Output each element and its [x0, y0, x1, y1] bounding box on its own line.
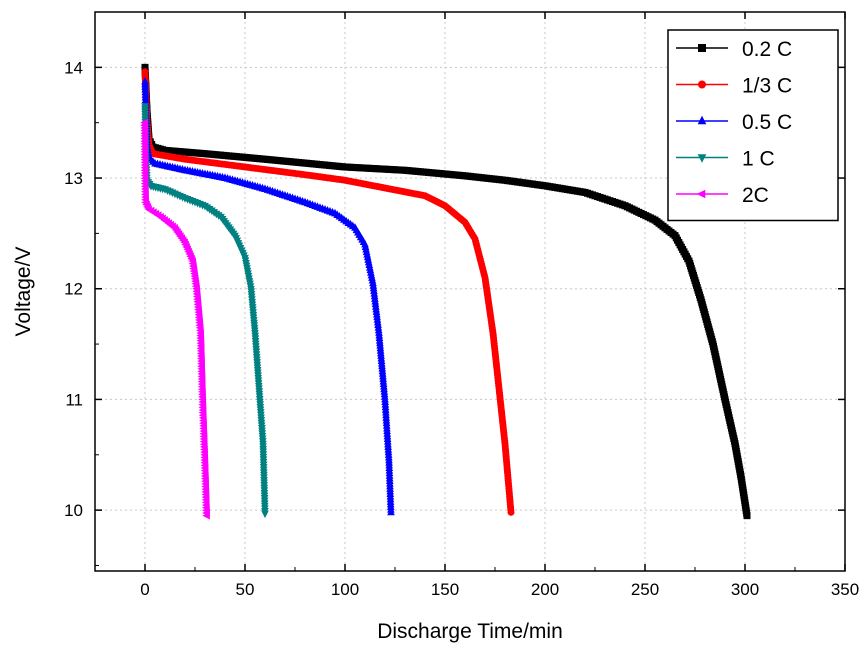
- legend-marker: [697, 154, 707, 163]
- x-tick-label: 0: [140, 580, 149, 599]
- y-tick-label: 14: [64, 58, 83, 77]
- x-tick-label: 250: [631, 580, 659, 599]
- x-axis-title: Discharge Time/min: [377, 620, 563, 643]
- y-axis-title: Voltage/V: [12, 247, 35, 337]
- data-point: [507, 508, 515, 516]
- series-0-5-c: [141, 77, 395, 516]
- x-tick-label: 350: [831, 580, 859, 599]
- x-tick-label: 150: [431, 580, 459, 599]
- legend-marker: [697, 115, 707, 125]
- legend-entry: 0.2 C: [676, 38, 792, 61]
- data-point: [387, 507, 395, 516]
- x-tick-label: 200: [531, 580, 559, 599]
- legend: 0.2 C 1/3 C 0.5 C 1 C 2C: [667, 29, 839, 222]
- series-1-c: [141, 103, 269, 519]
- legend-entry: 1 C: [676, 148, 775, 171]
- series-line: [144, 67, 748, 516]
- legend-entry: 2C: [676, 184, 769, 207]
- series-0-2-c: [141, 63, 751, 520]
- legend-label: 0.2 C: [742, 38, 792, 61]
- legend-label: 1/3 C: [742, 75, 792, 98]
- legend-entry: 0.5 C: [676, 111, 792, 134]
- data-point: [743, 512, 751, 520]
- series-line: [144, 81, 392, 513]
- legend-label: 2C: [742, 184, 769, 207]
- legend-entry: 1/3 C: [676, 75, 792, 98]
- y-tick-label: 11: [65, 390, 83, 409]
- legend-label: 1 C: [742, 148, 775, 171]
- y-tick-label: 12: [64, 280, 83, 299]
- legend-marker: [698, 44, 706, 52]
- data-point: [202, 511, 210, 520]
- series-2c: [140, 118, 210, 520]
- y-tick-label: 13: [64, 169, 83, 188]
- series-layer: [140, 63, 751, 520]
- axis-ticks: 0 50 100 150 200 250 300 350 10 11 12 13 14: [64, 11, 859, 599]
- x-tick-label: 50: [236, 580, 255, 599]
- legend-marker: [696, 189, 706, 199]
- x-tick-label: 100: [331, 580, 359, 599]
- y-tick-label: 10: [64, 501, 83, 520]
- legend-box: [667, 29, 839, 222]
- x-tick-label: 300: [731, 580, 759, 599]
- legend-marker: [698, 80, 706, 89]
- data-point: [261, 510, 269, 519]
- plot-frame: [94, 11, 846, 572]
- legend-label: 0.5 C: [742, 111, 792, 134]
